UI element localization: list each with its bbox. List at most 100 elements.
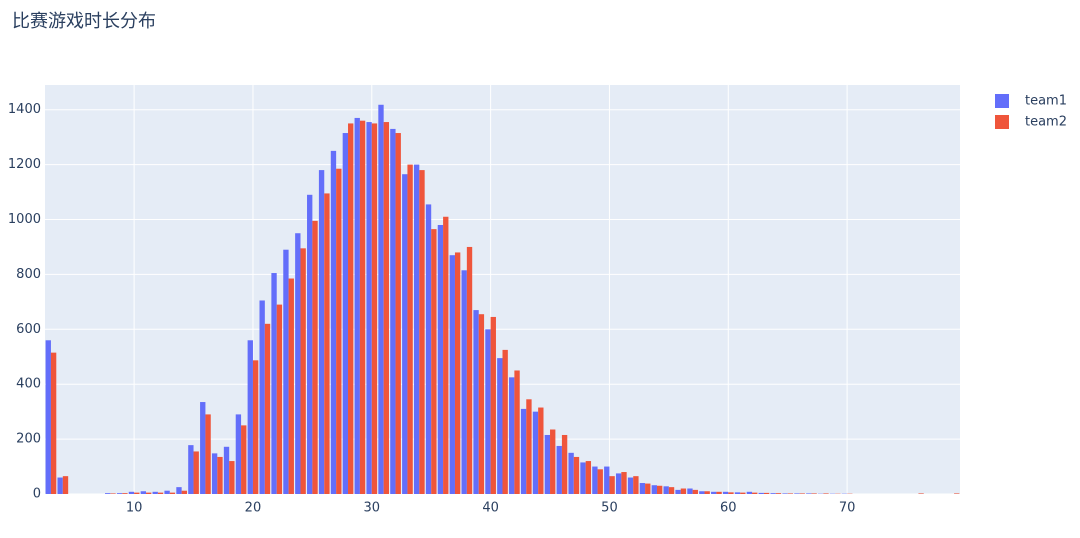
bar [241, 425, 246, 494]
bar [319, 170, 324, 494]
bar [811, 493, 816, 494]
bar [57, 478, 62, 494]
chart-title: 比赛游戏时长分布 [12, 11, 156, 32]
bar [514, 370, 519, 494]
bar [176, 487, 181, 494]
bar [336, 169, 341, 494]
bar [283, 250, 288, 494]
bar [265, 324, 270, 494]
bar [598, 469, 603, 494]
bar [693, 490, 698, 494]
legend-label: team1 [1025, 94, 1067, 109]
bar [485, 329, 490, 494]
bar [609, 476, 614, 494]
bar [533, 412, 538, 494]
bar [509, 377, 514, 494]
bar [503, 350, 508, 494]
bar [129, 492, 134, 494]
bar [355, 118, 360, 494]
legend-swatch [995, 115, 1009, 129]
bar [764, 493, 769, 494]
bar [645, 484, 650, 494]
bar [194, 451, 199, 494]
bar [300, 248, 305, 494]
bar [443, 217, 448, 494]
bar [146, 493, 151, 494]
bar [134, 493, 139, 494]
bar [224, 447, 229, 494]
bar [621, 472, 626, 494]
bar [426, 204, 431, 494]
bar [752, 493, 757, 494]
bar [259, 300, 264, 494]
x-tick-label: 50 [601, 501, 618, 516]
bar [491, 317, 496, 494]
bar [616, 473, 621, 494]
bar [307, 195, 312, 494]
x-tick-label: 20 [245, 501, 262, 516]
bar [776, 493, 781, 494]
bar [473, 310, 478, 494]
bar [580, 462, 585, 494]
bar [699, 491, 704, 494]
x-tick-label: 40 [482, 501, 499, 516]
bar [918, 493, 923, 494]
bar [217, 457, 222, 494]
bar [407, 165, 412, 494]
bar [236, 414, 241, 494]
bar [640, 483, 645, 494]
bar [462, 270, 467, 494]
bar [63, 476, 68, 494]
bar [212, 453, 217, 494]
bar [431, 229, 436, 494]
bar [419, 170, 424, 494]
bar [467, 247, 472, 494]
bar [450, 255, 455, 494]
bar [455, 252, 460, 494]
bar [343, 133, 348, 494]
bar [360, 121, 365, 494]
x-tick-label: 10 [126, 501, 143, 516]
bar [312, 221, 317, 494]
bar [414, 165, 419, 494]
bar [295, 233, 300, 494]
bar [378, 105, 383, 494]
bar [348, 123, 353, 494]
bar [51, 353, 56, 494]
y-tick-label: 800 [16, 267, 41, 282]
bar [806, 493, 811, 494]
bar [438, 225, 443, 494]
bar [550, 429, 555, 494]
bar [372, 123, 377, 494]
bar [497, 358, 502, 494]
bar [289, 279, 294, 494]
x-tick-label: 70 [839, 501, 856, 516]
bar [545, 435, 550, 494]
bar [782, 493, 787, 494]
bar [562, 435, 567, 494]
bar [557, 446, 562, 494]
bar [538, 408, 543, 494]
bar [182, 491, 187, 494]
bar [158, 493, 163, 494]
legend-swatch [995, 94, 1009, 108]
bar [604, 467, 609, 494]
bar [788, 493, 793, 494]
bar [652, 485, 657, 494]
bar [735, 492, 740, 494]
bar [633, 476, 638, 494]
x-tick-label: 60 [720, 501, 737, 516]
bar [117, 493, 122, 494]
bar [711, 492, 716, 494]
bar [170, 493, 175, 494]
y-tick-label: 600 [16, 322, 41, 337]
bar [324, 193, 329, 494]
bar [253, 360, 258, 494]
bar [723, 492, 728, 494]
bar [675, 490, 680, 494]
y-tick-label: 1000 [8, 212, 41, 227]
bar [271, 273, 276, 494]
bar [794, 493, 799, 494]
bar [954, 493, 959, 494]
